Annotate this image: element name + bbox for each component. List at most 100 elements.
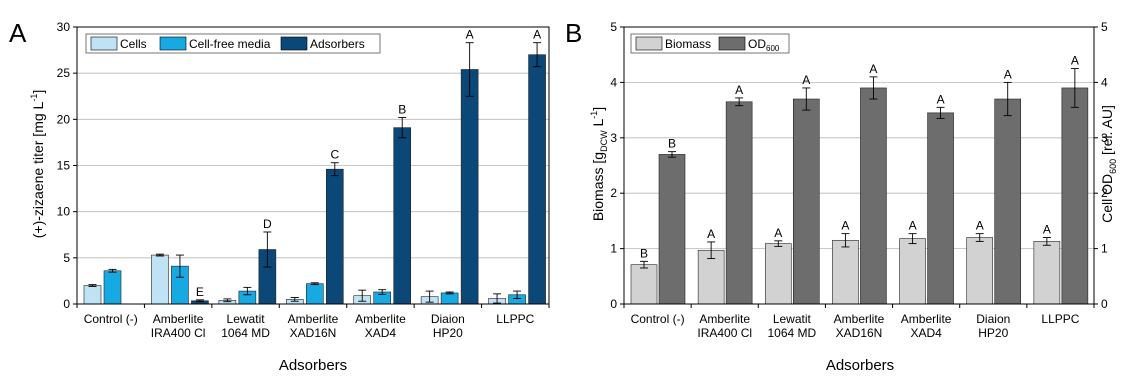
panel-a-category-label-line: HP20 bbox=[433, 326, 463, 340]
legend-a-swatch-cells bbox=[90, 36, 118, 51]
panel-b-bar bbox=[1061, 87, 1089, 305]
legend-b-swatch-od bbox=[718, 36, 746, 51]
panel-a-significance-letter: B bbox=[398, 102, 406, 116]
panel-b-y2-tick-label: 5 bbox=[1101, 20, 1108, 34]
panel-a-category-label-line: Control (-) bbox=[84, 312, 138, 326]
panel-b-ylabel-right-end: [rel. AU] bbox=[1099, 105, 1115, 159]
panel-b-plot-frame bbox=[623, 26, 1095, 305]
panel-b-category-label-line: Control (-) bbox=[631, 312, 685, 326]
panel-b-ylabel-left-sub: DCW bbox=[599, 130, 609, 152]
legend-b-box bbox=[630, 33, 790, 54]
legend-b-label-od-main: OD bbox=[748, 37, 766, 51]
panel-b-bar bbox=[966, 237, 994, 305]
panel-b-ylabel-right-main: Cell OD bbox=[1099, 174, 1115, 223]
legend-b-label-biomass: Biomass bbox=[665, 37, 711, 51]
panel-b-category-label-line: Amberlite bbox=[699, 312, 750, 326]
panel-a-category-label: Diaion HP20 bbox=[431, 312, 465, 340]
panel-a-category-label-line: IRA400 Cl bbox=[151, 326, 206, 340]
panel-b-y-tick-label: 5 bbox=[610, 20, 617, 34]
legend-a-label-cells: Cells bbox=[120, 37, 147, 51]
panel-b-ylabel-right: Cell OD600 [rel. AU] bbox=[1099, 105, 1118, 223]
panel-b-category-label-line: XAD4 bbox=[910, 326, 942, 340]
panel-a-category-label: Amberlite IRA400 Cl bbox=[151, 312, 206, 340]
panel-a-legend: Cells Cell-free media Adsorbers bbox=[85, 33, 381, 54]
panel-b-ylabel-left-end: ] bbox=[590, 107, 606, 111]
panel-a-category-label-line: XAD16N bbox=[290, 326, 337, 340]
panel-a-bar bbox=[393, 127, 412, 305]
panel-a-category-label: Control (-) bbox=[84, 312, 138, 326]
panel-b-ylabel-left: Biomass [gDCW L-1] bbox=[589, 107, 609, 221]
panel-a-ylabel-sup: -1 bbox=[29, 94, 39, 102]
panel-b-category-label: Amberlite IRA400 Cl bbox=[697, 312, 752, 340]
panel-b-y2-tick-label: 2 bbox=[1101, 186, 1108, 200]
panel-b-y2-tick-label: 3 bbox=[1101, 131, 1108, 145]
panel-b-significance-letter: A bbox=[937, 92, 945, 106]
panel-b-significance-letter: A bbox=[1071, 54, 1079, 68]
panel-b-plot: B A A A A A A B A A A A A A 0 0 1 1 2 2 3 3 4 4 5 5 Control (-) Amb… bbox=[610, 20, 1108, 340]
panel-b-category-label-line: HP20 bbox=[978, 326, 1008, 340]
panel-b-significance-letter: A bbox=[1004, 67, 1012, 81]
panel-a-significance-letter: C bbox=[330, 148, 339, 162]
panel-b-bar bbox=[832, 239, 859, 305]
panel-b-y2-tick-label: 1 bbox=[1101, 242, 1108, 256]
panel-a-y-tick-label: 25 bbox=[57, 66, 71, 80]
panel-b-y2-tick-label: 4 bbox=[1101, 75, 1108, 89]
panel-a-bar bbox=[83, 285, 102, 305]
panel-a-category-label-line: Diaion bbox=[431, 312, 465, 326]
panel-a-significance-letter: A bbox=[533, 28, 541, 42]
panel-b-ylabel-right-sub: 600 bbox=[1108, 159, 1118, 174]
legend-a-swatch-cellfree bbox=[159, 36, 187, 51]
panel-b-ylabel-left-mid: L bbox=[590, 119, 606, 131]
panel-a-bar bbox=[440, 292, 459, 305]
panel-b-bar bbox=[630, 264, 658, 305]
legend-b-swatch-biomass bbox=[635, 36, 663, 51]
panel-b-y-tick-label: 4 bbox=[610, 75, 617, 89]
panel-b-significance-letter: A bbox=[869, 62, 877, 76]
panel-b-significance-letter: A bbox=[774, 226, 782, 240]
panel-b-y-tick-label: 0 bbox=[610, 297, 617, 311]
panel-a-significance-letter: D bbox=[263, 217, 272, 231]
panel-a-bar bbox=[460, 69, 479, 305]
panel-b-y2-tick-label: 0 bbox=[1101, 297, 1108, 311]
panel-b-significance-letter: A bbox=[1043, 223, 1051, 237]
panel-b-category-label: Diaion HP20 bbox=[976, 312, 1010, 340]
panel-b-bar bbox=[792, 98, 820, 305]
panel-b-y-tick-label: 1 bbox=[610, 242, 617, 256]
panel-a-y-tick-label: 0 bbox=[63, 297, 70, 311]
panel-b-significance-letter: A bbox=[735, 83, 743, 97]
panel-b-category-label: Amberlite XAD4 bbox=[901, 312, 952, 340]
legend-a-label-adsorbers: Adsorbers bbox=[310, 37, 365, 51]
panel-a-bar bbox=[103, 270, 122, 305]
legend-a-label-cellfree: Cell-free media bbox=[189, 37, 271, 51]
panel-b-significance-letter: B bbox=[668, 137, 676, 151]
panel-a-ylabel-main: (+)-zizaene titer [mg L bbox=[30, 101, 46, 238]
panel-a-category-label: Amberlite XAD16N bbox=[288, 312, 339, 340]
panel-a-category-label: Amberlite XAD4 bbox=[355, 312, 406, 340]
panel-b-y-tick-label: 3 bbox=[610, 131, 617, 145]
panel-a-y-tick-label: 10 bbox=[57, 205, 71, 219]
panel-b-significance-letter: A bbox=[707, 227, 715, 241]
panel-b-category-label-line: LLPPC bbox=[1041, 312, 1079, 326]
panel-b-letter: B bbox=[565, 18, 582, 48]
panel-a-category-label-line: 1064 MD bbox=[221, 326, 270, 340]
panel-b-category-label: Amberlite XAD16N bbox=[834, 312, 885, 340]
panel-b-bar bbox=[994, 98, 1022, 305]
panel-b-category-label-line: Amberlite bbox=[901, 312, 952, 326]
panel-b-bar bbox=[860, 87, 887, 305]
legend-b-label-od: OD600 bbox=[748, 37, 780, 53]
panel-a-y-tick-label: 5 bbox=[63, 251, 70, 265]
panel-a-category-label-line: Lewatit bbox=[227, 312, 266, 326]
panel-a-letter: A bbox=[9, 18, 27, 48]
panel-b-category-label: LLPPC bbox=[1041, 312, 1079, 326]
panel-b-category-label-line: Amberlite bbox=[834, 312, 885, 326]
panel-a-y-tick-label: 15 bbox=[57, 159, 71, 173]
panel-b-bar bbox=[899, 238, 926, 305]
panel-b-bar bbox=[725, 101, 753, 305]
panel-b-bar bbox=[1033, 241, 1061, 305]
panel-a-category-label-line: Amberlite bbox=[153, 312, 204, 326]
panel-b-significance-letter: A bbox=[976, 219, 984, 233]
panel-b-category-label: Control (-) bbox=[631, 312, 685, 326]
panel-a-category-label: LLPPC bbox=[496, 312, 534, 326]
